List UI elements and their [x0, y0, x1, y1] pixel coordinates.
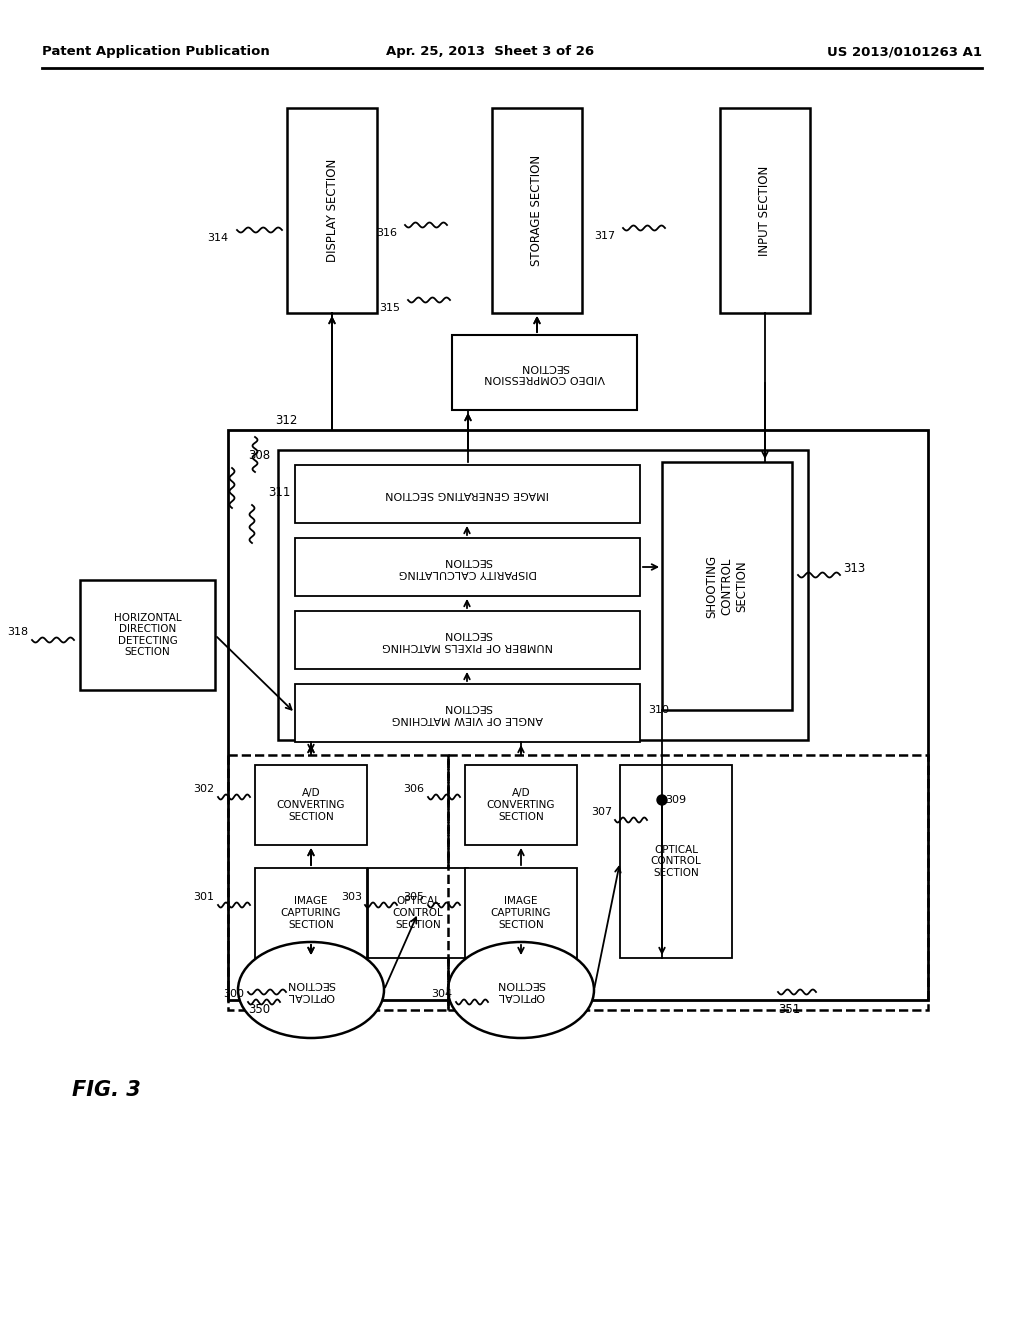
- Text: 301: 301: [193, 892, 214, 902]
- Text: VIDEO COMPRESSION
SECTION: VIDEO COMPRESSION SECTION: [484, 362, 605, 383]
- Text: Apr. 25, 2013  Sheet 3 of 26: Apr. 25, 2013 Sheet 3 of 26: [386, 45, 594, 58]
- Text: HORIZONTAL
DIRECTION
DETECTING
SECTION: HORIZONTAL DIRECTION DETECTING SECTION: [114, 612, 181, 657]
- Text: 309: 309: [665, 795, 686, 805]
- Bar: [295, 465, 640, 523]
- Text: OPTICAL
SECTION: OPTICAL SECTION: [287, 979, 336, 1001]
- Text: NUMBER OF PIXELS MATCHING
SECTION: NUMBER OF PIXELS MATCHING SECTION: [382, 630, 553, 651]
- Text: 303: 303: [341, 892, 362, 902]
- Text: 304: 304: [431, 989, 452, 999]
- Text: 307: 307: [591, 807, 612, 817]
- Text: OPTICAL
CONTROL
SECTION: OPTICAL CONTROL SECTION: [392, 896, 443, 929]
- Text: 351: 351: [778, 1003, 800, 1016]
- Bar: [449, 755, 928, 1010]
- Text: Patent Application Publication: Patent Application Publication: [42, 45, 269, 58]
- Text: 316: 316: [376, 228, 397, 238]
- Bar: [255, 869, 367, 958]
- Bar: [80, 579, 215, 690]
- Text: OPTICAL
SECTION: OPTICAL SECTION: [497, 979, 546, 1001]
- Bar: [720, 108, 810, 313]
- Bar: [662, 462, 792, 710]
- Bar: [465, 869, 577, 958]
- Text: 312: 312: [275, 414, 297, 426]
- Text: INPUT SECTION: INPUT SECTION: [759, 165, 771, 256]
- Text: DISPARITY CALCULATING
SECTION: DISPARITY CALCULATING SECTION: [398, 556, 537, 578]
- Ellipse shape: [238, 942, 384, 1038]
- Bar: [255, 766, 367, 845]
- Text: SHOOTING
CONTROL
SECTION: SHOOTING CONTROL SECTION: [706, 554, 749, 618]
- Text: DISPLAY SECTION: DISPLAY SECTION: [326, 158, 339, 263]
- Text: ANGLE OF VIEW MATCHING
SECTION: ANGLE OF VIEW MATCHING SECTION: [392, 702, 543, 723]
- Text: A/D
CONVERTING
SECTION: A/D CONVERTING SECTION: [276, 788, 345, 821]
- Text: IMAGE GENERATING SECTION: IMAGE GENERATING SECTION: [386, 488, 550, 499]
- Text: 302: 302: [193, 784, 214, 795]
- Bar: [295, 539, 640, 597]
- Text: 306: 306: [403, 784, 424, 795]
- Text: US 2013/0101263 A1: US 2013/0101263 A1: [827, 45, 982, 58]
- Text: IMAGE
CAPTURING
SECTION: IMAGE CAPTURING SECTION: [490, 896, 551, 929]
- Bar: [228, 755, 449, 1010]
- Bar: [287, 108, 377, 313]
- Bar: [295, 611, 640, 669]
- Bar: [465, 766, 577, 845]
- Bar: [368, 869, 468, 958]
- Text: 300: 300: [223, 989, 244, 999]
- Ellipse shape: [449, 942, 594, 1038]
- Text: OPTICAL
CONTROL
SECTION: OPTICAL CONTROL SECTION: [650, 845, 701, 878]
- Text: 350: 350: [248, 1003, 270, 1016]
- Text: 318: 318: [7, 627, 28, 638]
- Text: 311: 311: [268, 486, 291, 499]
- Bar: [620, 766, 732, 958]
- Text: A/D
CONVERTING
SECTION: A/D CONVERTING SECTION: [486, 788, 555, 821]
- Bar: [452, 335, 637, 411]
- Text: STORAGE SECTION: STORAGE SECTION: [530, 154, 544, 267]
- Bar: [295, 684, 640, 742]
- Text: 317: 317: [594, 231, 615, 242]
- Text: FIG. 3: FIG. 3: [72, 1080, 140, 1100]
- Text: IMAGE
CAPTURING
SECTION: IMAGE CAPTURING SECTION: [281, 896, 341, 929]
- Bar: [492, 108, 582, 313]
- Circle shape: [657, 795, 667, 805]
- Text: 308: 308: [248, 449, 270, 462]
- Bar: [228, 430, 928, 1001]
- Text: 313: 313: [843, 562, 865, 576]
- Text: 315: 315: [379, 304, 400, 313]
- Bar: [278, 450, 808, 741]
- Text: 305: 305: [403, 892, 424, 902]
- Text: 314: 314: [207, 234, 228, 243]
- Text: 310: 310: [648, 705, 669, 715]
